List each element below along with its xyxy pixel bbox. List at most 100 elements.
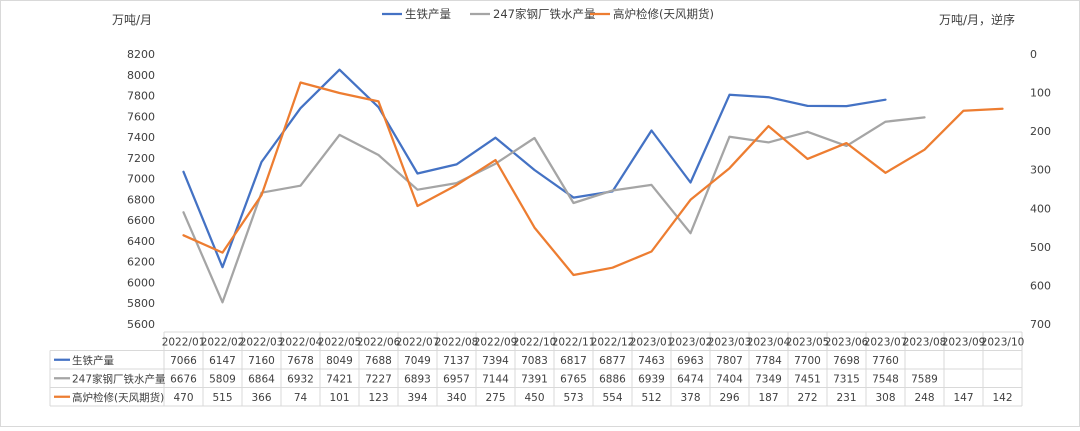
x-tick-label: 2023/04 [747, 336, 791, 348]
x-tick-label: 2023/09 [942, 336, 986, 348]
legend-label: 生铁产量 [405, 7, 451, 21]
left-tick-label: 6000 [127, 276, 155, 289]
left-tick-label: 6400 [127, 235, 155, 248]
x-tick-label: 2022/07 [396, 336, 440, 348]
legend: 生铁产量 247家钢厂铁水产量 高炉检修(天风期货) [382, 7, 714, 21]
data-label: 7391 [521, 373, 548, 385]
left-tick-label: 6200 [127, 256, 155, 269]
left-tick-label: 7000 [127, 173, 155, 186]
data-label: 6765 [560, 373, 587, 385]
right-tick-label: 600 [1030, 279, 1051, 292]
data-label: 512 [641, 392, 661, 404]
data-label: 7548 [872, 373, 899, 385]
x-tick-label: 2022/11 [552, 336, 596, 348]
x-tick-label: 2022/08 [435, 336, 479, 348]
data-label: 7160 [248, 355, 275, 367]
data-label: 6474 [677, 373, 704, 385]
left-tick-label: 8200 [127, 48, 155, 61]
data-label: 272 [797, 392, 817, 404]
data-label: 7688 [365, 355, 392, 367]
left-tick-label: 6800 [127, 193, 155, 206]
data-label: 6963 [677, 355, 704, 367]
data-label: 340 [446, 392, 466, 404]
x-tick-label: 2022/03 [240, 336, 284, 348]
right-tick-label: 300 [1030, 164, 1051, 177]
data-label: 7589 [911, 373, 938, 385]
data-label: 7066 [170, 355, 197, 367]
x-tick-label: 2022/05 [318, 336, 362, 348]
data-table: 2022/012022/022022/032022/042022/052022/… [49, 331, 1025, 407]
right-tick-label: 200 [1030, 125, 1051, 138]
data-label: 6939 [638, 373, 665, 385]
x-tick-label: 2023/07 [864, 336, 908, 348]
x-tick-label: 2022/01 [162, 336, 206, 348]
x-tick-label: 2023/08 [903, 336, 947, 348]
data-label: 7049 [404, 355, 431, 367]
legend-label: 高炉检修(天风期货) [613, 7, 714, 21]
right-tick-label: 700 [1030, 318, 1051, 331]
left-tick-label: 7800 [127, 90, 155, 103]
x-tick-label: 2023/02 [669, 336, 713, 348]
left-tick-label: 6600 [127, 214, 155, 227]
x-tick-label: 2023/06 [825, 336, 869, 348]
left-tick-label: 5800 [127, 297, 155, 310]
data-label: 7404 [716, 373, 743, 385]
data-label: 6932 [287, 373, 314, 385]
data-label: 6893 [404, 373, 431, 385]
x-tick-label: 2023/05 [786, 336, 830, 348]
data-label: 394 [407, 392, 427, 404]
data-label: 7394 [482, 355, 509, 367]
legend-label: 247家钢厂铁水产量 [493, 7, 595, 21]
data-label: 101 [329, 392, 349, 404]
data-label: 573 [563, 392, 583, 404]
series-line-1 [182, 68, 887, 269]
left-tick-label: 7600 [127, 110, 155, 123]
data-label: 147 [953, 392, 973, 404]
right-tick-label: 0 [1030, 48, 1037, 61]
data-label: 7144 [482, 373, 509, 385]
data-label: 7784 [755, 355, 782, 367]
data-label: 7227 [365, 373, 392, 385]
data-label: 231 [836, 392, 856, 404]
data-label: 7137 [443, 355, 470, 367]
data-label: 275 [485, 392, 505, 404]
right-tick-label: 100 [1030, 87, 1051, 100]
data-label: 7698 [833, 355, 860, 367]
table-series-label: 247家钢厂铁水产量 [72, 372, 166, 385]
data-label: 366 [251, 392, 271, 404]
data-label: 7451 [794, 373, 821, 385]
data-label: 7678 [287, 355, 314, 367]
data-label: 308 [875, 392, 895, 404]
data-label: 7700 [794, 355, 821, 367]
x-tick-label: 2023/01 [630, 336, 674, 348]
data-label: 6877 [599, 355, 626, 367]
data-label: 7760 [872, 355, 899, 367]
x-tick-label: 2023/10 [981, 336, 1025, 348]
x-tick-label: 2022/12 [591, 336, 635, 348]
data-label: 8049 [326, 355, 353, 367]
left-tick-label: 5600 [127, 318, 155, 331]
data-label: 470 [173, 392, 193, 404]
x-tick-label: 2022/04 [279, 336, 323, 348]
data-label: 6147 [209, 355, 236, 367]
data-label: 248 [914, 392, 934, 404]
data-label: 6817 [560, 355, 587, 367]
data-label: 187 [758, 392, 778, 404]
data-label: 554 [602, 392, 622, 404]
data-label: 378 [680, 392, 700, 404]
data-label: 296 [719, 392, 739, 404]
data-label: 7083 [521, 355, 548, 367]
left-tick-label: 7200 [127, 152, 155, 165]
series-lines [182, 68, 1004, 304]
data-label: 7315 [833, 373, 860, 385]
data-label: 74 [294, 392, 308, 404]
x-tick-label: 2022/10 [513, 336, 557, 348]
data-label: 7421 [326, 373, 353, 385]
table-series-label: 生铁产量 [72, 354, 114, 367]
left-axis-label: 万吨/月 [112, 13, 152, 27]
data-label: 7349 [755, 373, 782, 385]
x-tick-label: 2022/06 [357, 336, 401, 348]
data-label: 7463 [638, 355, 665, 367]
